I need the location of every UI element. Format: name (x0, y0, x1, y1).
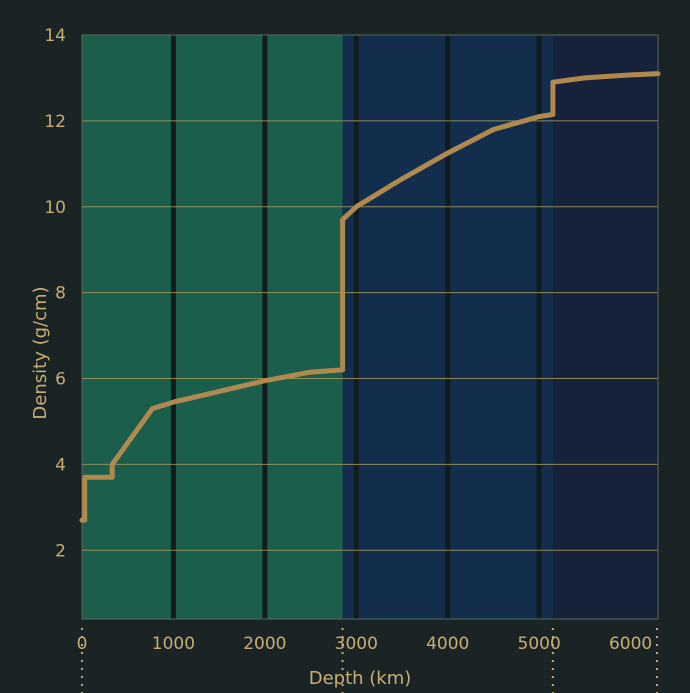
x-tick-label-4000: 4000 (426, 634, 469, 654)
x-tick-label-5000: 5000 (518, 634, 561, 654)
depth-regions (82, 35, 658, 619)
plot-border (81, 34, 659, 620)
x-tick-label-0: 0 (77, 634, 88, 654)
y-tick-label-12: 12 (44, 112, 66, 132)
y-tick-label-8: 8 (55, 284, 66, 304)
y-axis-label: Density (g/cm) (30, 286, 51, 419)
x-tick-label-6000: 6000 (609, 634, 652, 654)
dotted-boundary-markers (81, 628, 658, 693)
y-tick-labels: 2 4 6 8 10 12 14 (44, 26, 66, 561)
x-axis-label: Depth (km) (309, 668, 412, 689)
y-tick-label-6: 6 (55, 370, 66, 390)
density-line-0 (79, 71, 661, 523)
region-band-2 (552, 35, 658, 619)
y-tick-label-14: 14 (44, 26, 66, 46)
y-tick-label-4: 4 (55, 455, 66, 475)
x-tick-labels: 0 1000 2000 3000 4000 5000 6000 (77, 634, 653, 654)
y-tick-label-2: 2 (55, 541, 66, 561)
density-series (79, 71, 661, 523)
x-tick-label-1000: 1000 (152, 634, 195, 654)
x-tick-label-2000: 2000 (243, 634, 286, 654)
vertical-lines (170, 35, 542, 619)
y-tick-label-10: 10 (44, 198, 66, 218)
x-tick-label-3000: 3000 (335, 634, 378, 654)
region-band-0 (82, 35, 343, 619)
